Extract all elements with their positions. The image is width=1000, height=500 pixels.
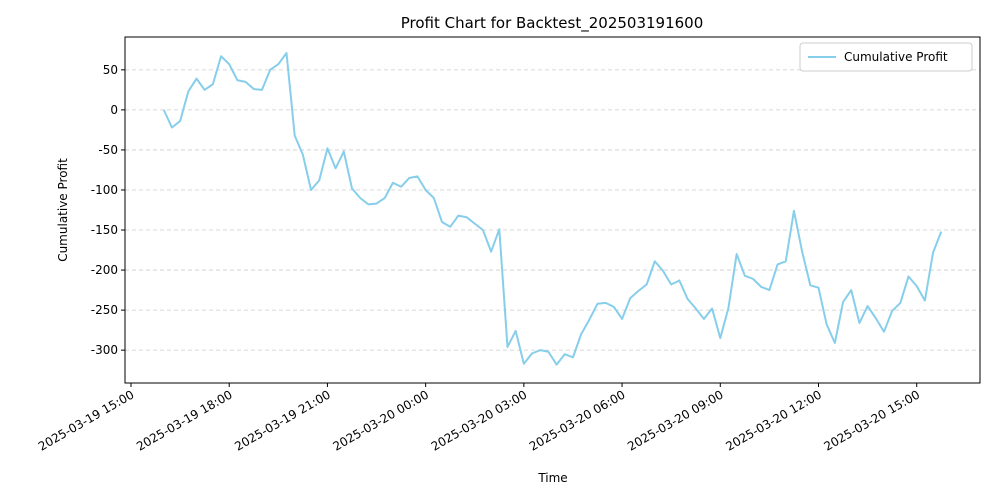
y-tick-label: -100 (91, 183, 118, 197)
x-axis-label: Time (537, 471, 567, 485)
y-tick-label: -50 (98, 143, 118, 157)
y-axis-label: Cumulative Profit (56, 158, 70, 262)
y-tick-label: -250 (91, 303, 118, 317)
chart-title: Profit Chart for Backtest_202503191600 (401, 14, 704, 33)
y-tick-label: -150 (91, 223, 118, 237)
plot-frame (124, 36, 981, 384)
legend-box (799, 42, 973, 72)
y-tick-label: 50 (103, 63, 118, 77)
y-tick-label: -200 (91, 263, 118, 277)
line-series (162, 52, 943, 366)
legend-label: Cumulative Profit (844, 50, 948, 64)
y-tick-label: -300 (91, 343, 118, 357)
y-tick-label: 0 (110, 103, 118, 117)
